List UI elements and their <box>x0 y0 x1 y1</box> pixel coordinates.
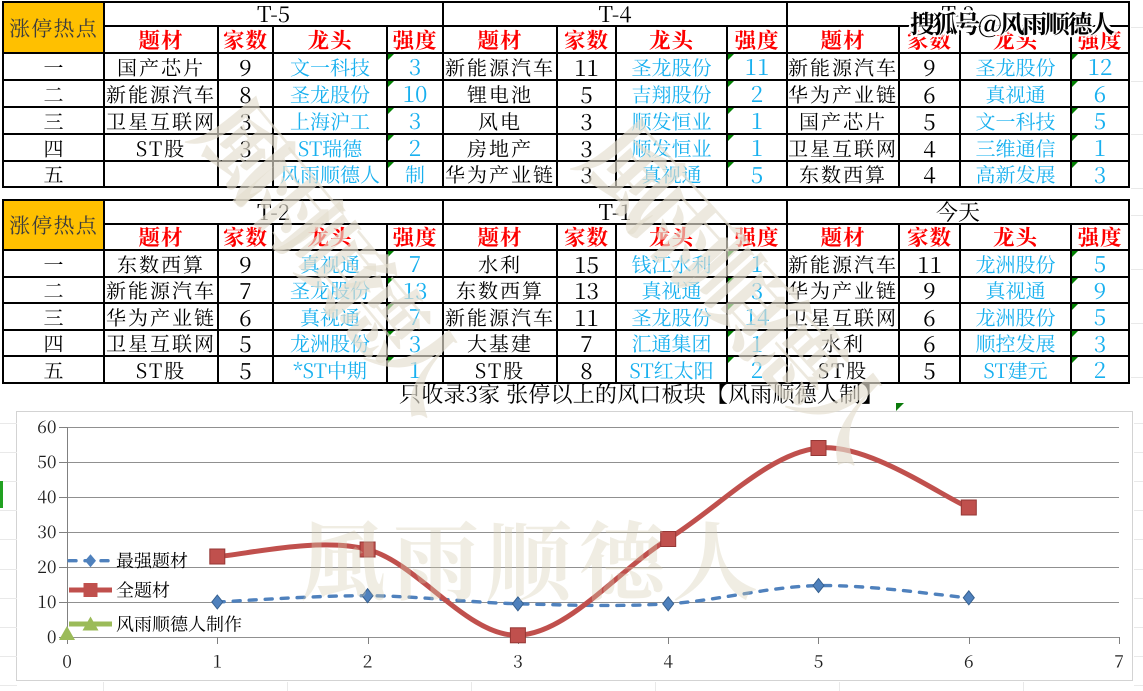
svg-text:最强题材: 最强题材 <box>116 547 188 573</box>
svg-text:60: 60 <box>37 414 56 439</box>
svg-text:1: 1 <box>212 649 222 674</box>
svg-text:5: 5 <box>814 649 824 674</box>
svg-text:7: 7 <box>1114 649 1124 674</box>
svg-text:6: 6 <box>964 649 974 674</box>
svg-text:40: 40 <box>37 484 56 509</box>
svg-text:2: 2 <box>363 649 373 674</box>
svg-text:10: 10 <box>37 589 56 614</box>
svg-text:0: 0 <box>62 649 72 674</box>
svg-text:50: 50 <box>37 449 56 474</box>
svg-text:0: 0 <box>47 624 57 649</box>
svg-text:20: 20 <box>37 554 56 579</box>
svg-text:风雨顺德人制作: 风雨顺德人制作 <box>116 611 242 637</box>
svg-text:3: 3 <box>513 649 523 674</box>
svg-text:全题材: 全题材 <box>116 577 170 603</box>
svg-text:4: 4 <box>663 649 673 674</box>
svg-text:30: 30 <box>37 519 56 544</box>
